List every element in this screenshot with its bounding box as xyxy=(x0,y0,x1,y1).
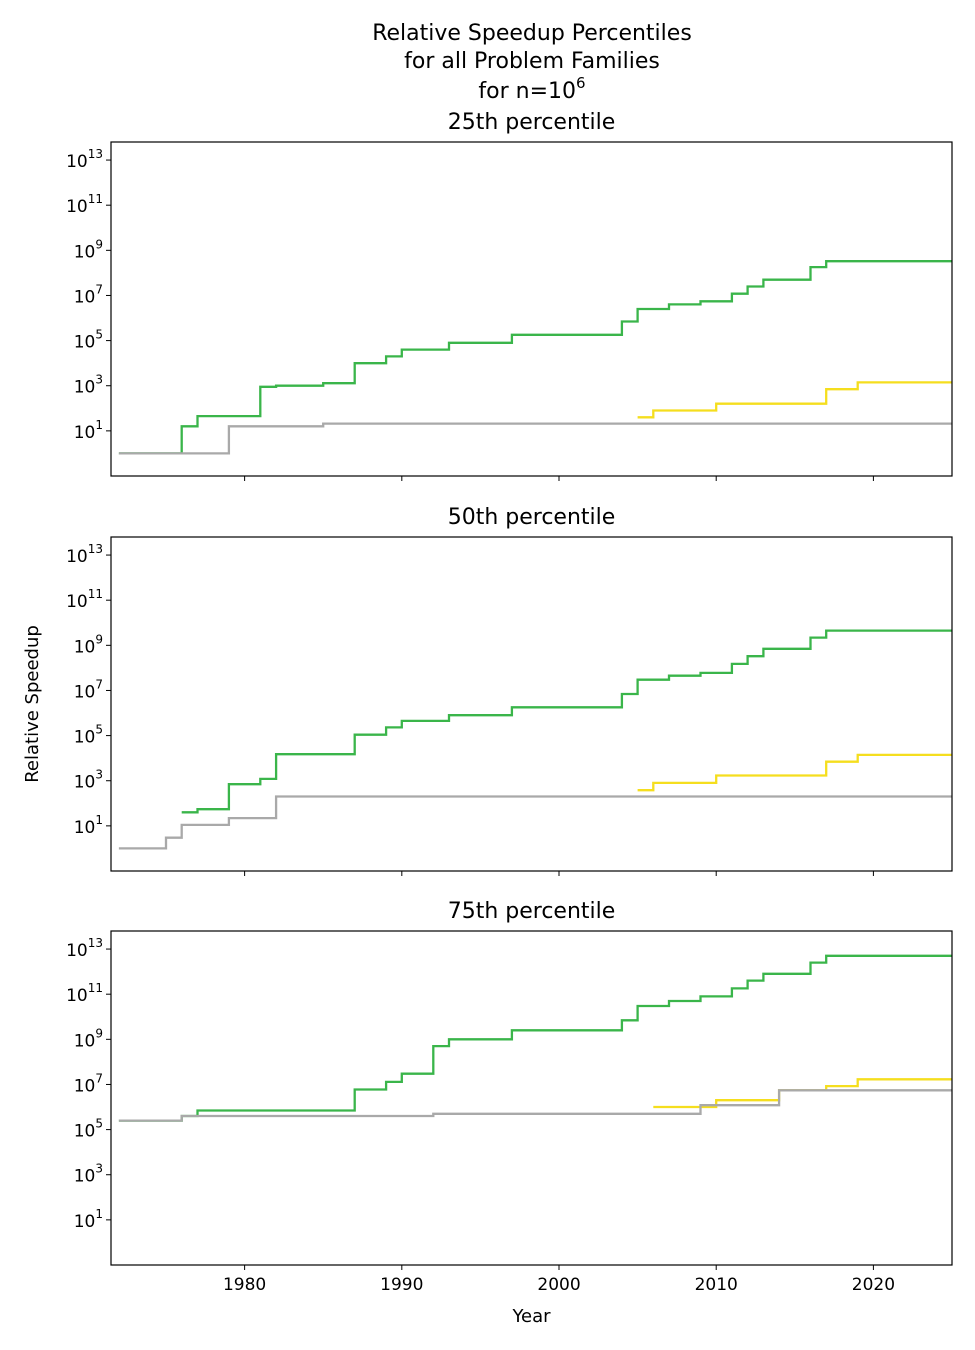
series-group xyxy=(118,629,952,850)
y-axis-label: Relative Speedup xyxy=(22,625,43,783)
x-tick-label: 2010 xyxy=(695,1275,738,1295)
chart-panel-1: 25th percentile 101 103 105 107 109 1011 1013 xyxy=(66,110,953,481)
series-line-3 xyxy=(118,795,952,850)
chart-panel-2: 50th percentile 101 103 105 107 109 1011 1013 Re… xyxy=(22,505,953,876)
series-group xyxy=(118,954,952,1122)
series-line-1 xyxy=(181,629,952,814)
panel-title: 25th percentile xyxy=(448,110,616,135)
y-tick-label: 107 xyxy=(74,282,103,307)
y-tick-label: 103 xyxy=(74,1162,103,1187)
series-line-3 xyxy=(118,422,952,455)
y-tick-label: 105 xyxy=(74,723,103,748)
x-tick-label: 2000 xyxy=(537,1275,580,1295)
y-tick-label: 101 xyxy=(74,418,103,443)
y-tick-label: 1013 xyxy=(66,147,103,172)
chart-panel-3: 75th percentile 101 103 105 107 109 1011 1013 19… xyxy=(66,899,953,1327)
series-line-3 xyxy=(118,1089,952,1122)
figure-title-line-2: for all Problem Families xyxy=(404,49,660,74)
figure-title-line-3: for n=106 xyxy=(478,74,585,104)
plot-frame xyxy=(110,141,953,477)
x-axis-label: Year xyxy=(511,1306,551,1327)
y-tick-label: 103 xyxy=(74,373,103,398)
panel-title: 75th percentile xyxy=(448,899,616,924)
y-tick-label: 1011 xyxy=(66,587,103,612)
series-group xyxy=(118,260,952,455)
series-line-2 xyxy=(637,753,952,792)
x-tick-label: 1980 xyxy=(223,1275,266,1295)
series-line-1 xyxy=(118,260,952,455)
y-tick-label: 109 xyxy=(74,1026,103,1051)
y-tick-label: 105 xyxy=(74,328,103,353)
y-tick-label: 107 xyxy=(74,677,103,702)
y-tick-label: 101 xyxy=(74,813,103,838)
plot-frame xyxy=(110,930,953,1266)
y-tick-label: 1013 xyxy=(66,542,103,567)
y-tick-label: 105 xyxy=(74,1117,103,1142)
y-tick-label: 109 xyxy=(74,632,103,657)
plot-frame xyxy=(110,536,953,872)
y-tick-label: 103 xyxy=(74,768,103,793)
y-tick-label: 1013 xyxy=(66,936,103,961)
panel-title: 50th percentile xyxy=(448,505,616,530)
x-tick-label: 1990 xyxy=(380,1275,423,1295)
panels: 25th percentile1011031051071091011101350… xyxy=(22,110,953,1327)
series-line-2 xyxy=(653,1078,952,1109)
y-tick-label: 1011 xyxy=(66,981,103,1006)
series-line-1 xyxy=(118,954,952,1122)
y-tick-label: 109 xyxy=(74,237,103,262)
y-tick-label: 1011 xyxy=(66,192,103,217)
series-line-2 xyxy=(637,381,952,419)
x-tick-label: 2020 xyxy=(852,1275,895,1295)
figure-title-line-1: Relative Speedup Percentiles xyxy=(372,21,692,46)
y-tick-label: 101 xyxy=(74,1207,103,1232)
y-tick-label: 107 xyxy=(74,1071,103,1096)
